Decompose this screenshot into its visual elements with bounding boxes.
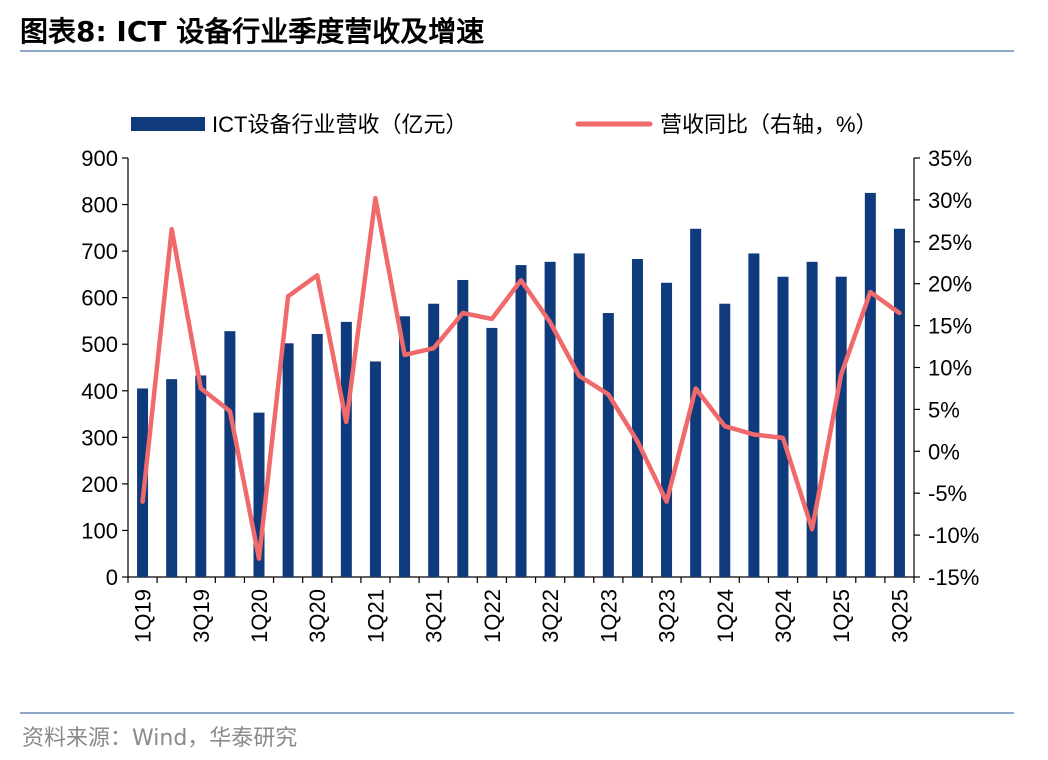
- left-axis-tick-label: 700: [81, 239, 118, 264]
- right-axis-tick-label: 15%: [928, 314, 972, 339]
- left-axis-tick-label: 300: [81, 425, 118, 450]
- bar-3Q22: [544, 261, 556, 577]
- legend-bar-label: ICT设备行业营收（亿元）: [212, 112, 467, 137]
- x-axis-tick-label: 3Q23: [655, 589, 680, 643]
- source-note: 资料来源：Wind，华泰研究: [22, 726, 298, 751]
- left-axis-tick-label: 200: [81, 472, 118, 497]
- left-axis-tick-label: 800: [81, 193, 118, 218]
- left-axis-tick-label: 500: [81, 332, 118, 357]
- x-axis-tick-label: 3Q22: [538, 589, 563, 643]
- bar-2Q25: [864, 192, 876, 577]
- right-axis-tick-label: 20%: [928, 272, 972, 297]
- x-axis-tick-label: 3Q24: [771, 589, 796, 643]
- bar-4Q20: [340, 321, 352, 577]
- right-axis-tick-label: 0%: [928, 439, 960, 464]
- title-divider: [20, 50, 1014, 52]
- left-axis-tick-label: 900: [81, 146, 118, 171]
- right-axis-tick-label: -15%: [928, 565, 979, 590]
- bar-2Q19: [166, 379, 178, 577]
- x-axis-tick-label: 1Q20: [247, 589, 272, 643]
- legend-line-label: 营收同比（右轴，%）: [660, 112, 878, 137]
- bar-1Q21: [369, 361, 381, 577]
- right-axis-tick-label: -10%: [928, 523, 979, 548]
- x-axis-tick-label: 1Q25: [829, 589, 854, 643]
- right-axis-tick-label: 30%: [928, 188, 972, 213]
- x-axis-tick-label: 3Q21: [422, 589, 447, 643]
- bar-2Q22: [515, 265, 527, 577]
- right-axis-tick-label: 5%: [928, 397, 960, 422]
- bar-1Q23: [602, 313, 614, 577]
- x-axis-tick-label: 1Q24: [713, 589, 738, 643]
- bar-3Q25: [893, 228, 905, 577]
- bar-2Q24: [748, 253, 760, 577]
- x-axis-tick-label: 1Q22: [480, 589, 505, 643]
- bar-3Q24: [777, 276, 789, 577]
- x-axis-tick-label: 3Q19: [189, 589, 214, 643]
- bar-3Q21: [428, 303, 440, 577]
- right-axis-tick-label: -5%: [928, 481, 967, 506]
- right-axis-tick-label: 10%: [928, 356, 972, 381]
- bar-3Q23: [661, 282, 673, 577]
- figure-title: 图表8: ICT 设备行业季度营收及增速: [20, 15, 485, 48]
- bar-2Q20: [282, 343, 294, 577]
- bar-4Q22: [573, 253, 585, 577]
- combo-chart: 0 100 200 300 400 500 600 700 800 900 -15% -10% -5% 0…: [81, 112, 979, 643]
- bar-4Q24: [806, 261, 818, 577]
- bar-1Q22: [486, 327, 498, 577]
- bar-2Q23: [631, 259, 643, 577]
- x-axis-tick-label: 1Q23: [596, 589, 621, 643]
- bar-3Q19: [195, 375, 207, 577]
- bar-4Q19: [224, 331, 236, 577]
- left-axis-tick-label: 400: [81, 379, 118, 404]
- bar-2Q21: [399, 316, 411, 577]
- left-axis-tick-label: 600: [81, 286, 118, 311]
- bar-1Q20: [253, 412, 265, 577]
- right-axis-tick-label: 35%: [928, 146, 972, 171]
- bar-4Q23: [690, 228, 702, 577]
- left-axis-tick-label: 0: [106, 565, 118, 590]
- x-axis-tick-label: 1Q21: [363, 589, 388, 643]
- x-axis-tick-label: 1Q19: [131, 589, 156, 643]
- right-axis-tick-label: 25%: [928, 230, 972, 255]
- bar-4Q21: [457, 279, 469, 577]
- bar-3Q20: [311, 333, 323, 577]
- x-axis-tick-label: 3Q20: [305, 589, 330, 643]
- legend-bar-swatch: [131, 117, 205, 131]
- source-divider: [20, 712, 1014, 714]
- bar-1Q25: [835, 276, 847, 577]
- left-axis-tick-label: 100: [81, 518, 118, 543]
- yoy-growth-line: [140, 195, 902, 561]
- x-axis-tick-label: 3Q25: [887, 589, 912, 643]
- bar-1Q24: [719, 303, 731, 577]
